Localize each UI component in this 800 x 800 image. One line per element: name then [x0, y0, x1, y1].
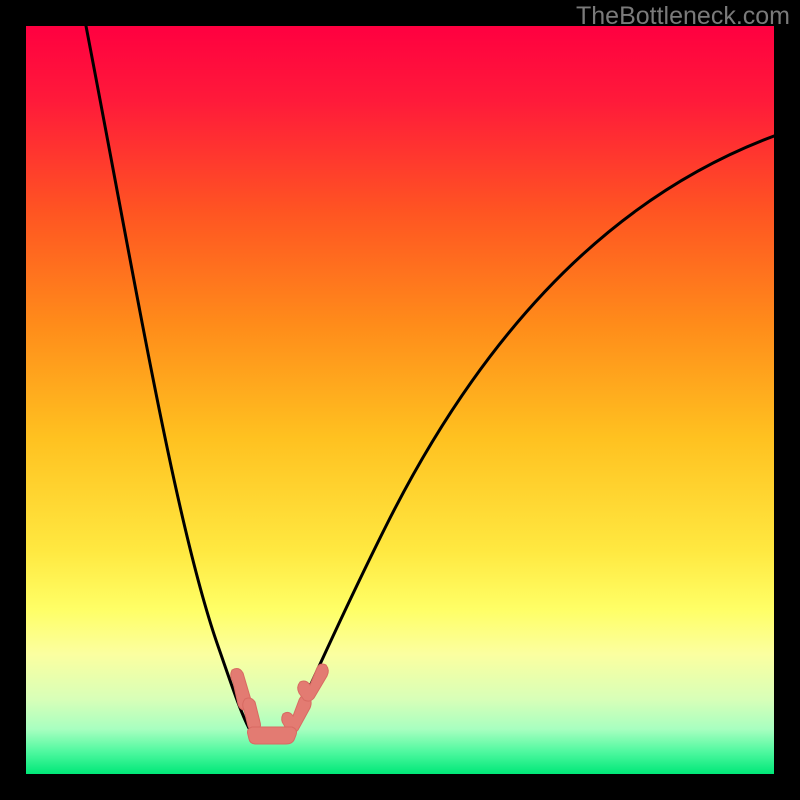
gradient-background [26, 26, 774, 774]
bottleneck-curve-chart [26, 26, 774, 774]
watermark-text: TheBottleneck.com [576, 2, 790, 31]
marker-segment-4 [248, 727, 297, 744]
chart-plot-area [26, 26, 774, 774]
chart-frame: TheBottleneck.com [0, 0, 800, 800]
